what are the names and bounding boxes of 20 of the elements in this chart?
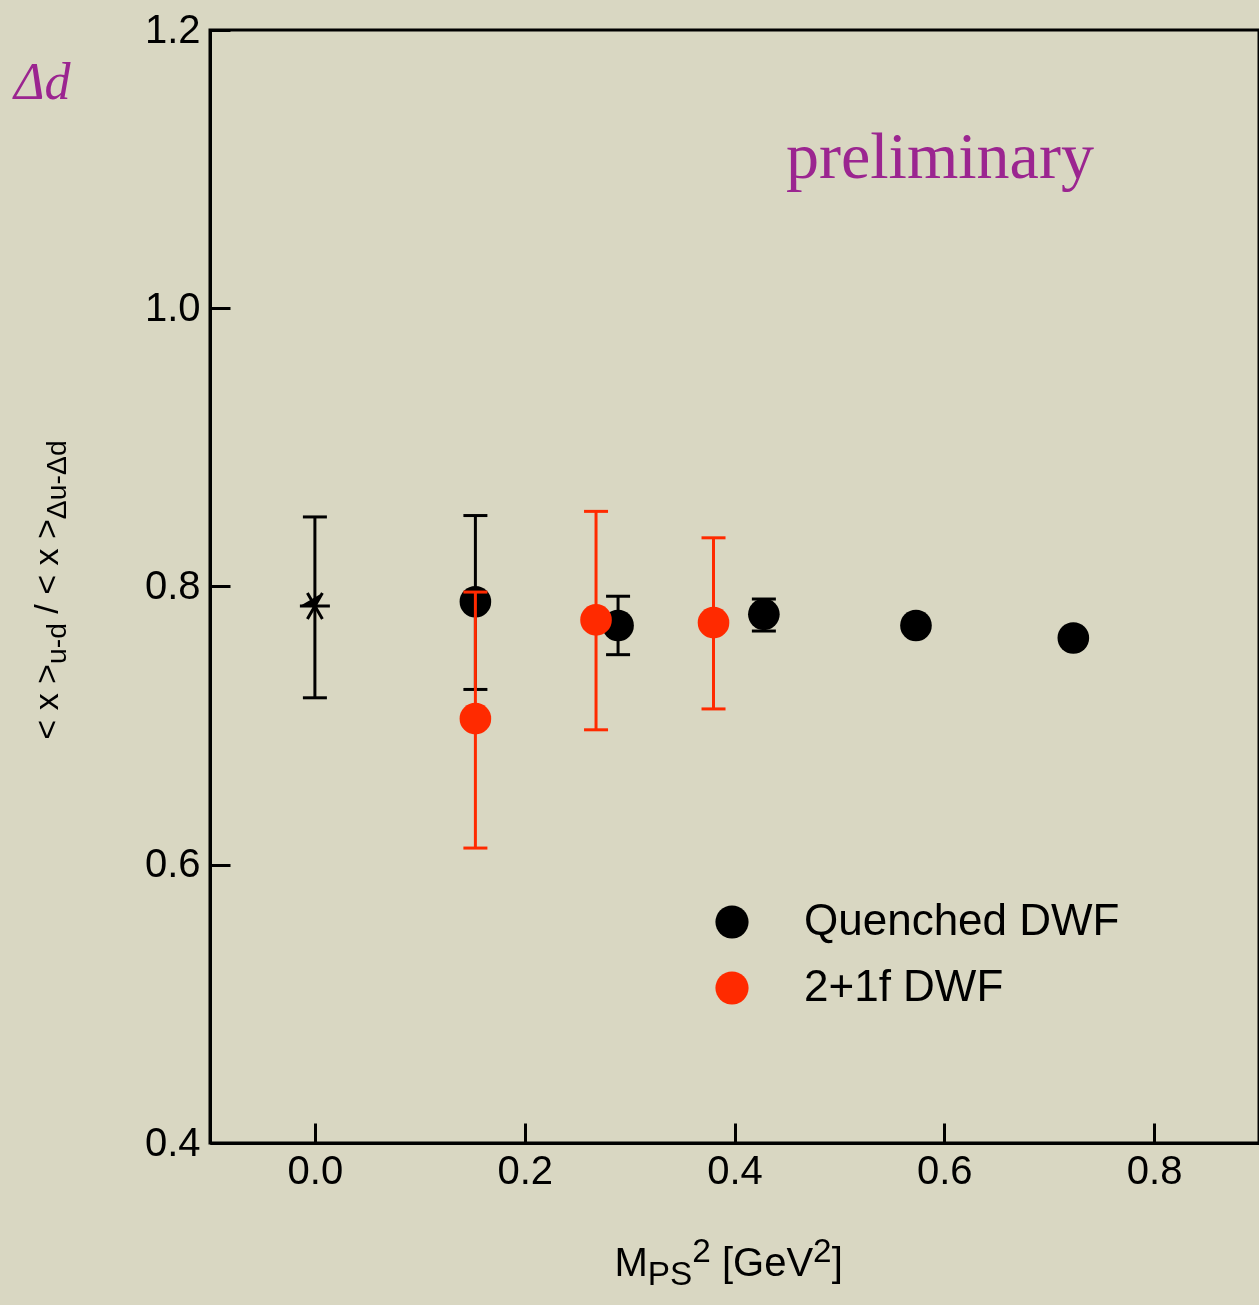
x-tick-label: 0.4 [707,1147,763,1192]
point [459,702,492,735]
legend-label: Quenched DWF [804,895,1120,944]
x-tick-label: 0.0 [287,1147,344,1192]
text: Δd [11,52,72,111]
annotation: preliminary [786,118,1094,194]
point [900,609,932,642]
y-tick-label: 0.6 [144,841,201,886]
x-tick-label: 0.2 [497,1147,553,1192]
legend-label: 2+1f DWF [804,961,1004,1010]
point [580,604,612,636]
x-tick-label: 0.8 [1126,1147,1183,1192]
y-tick-label: 0.4 [144,1119,201,1164]
point [1057,622,1090,654]
y-tick-label: 0.8 [144,563,201,607]
x-axis-title: M$_{PS}$$^{2}$ [GeV$^{2}$] [614,1232,843,1294]
x-tick-label: 0.6 [917,1147,973,1192]
y-tick-label: 1.2 [144,6,201,51]
point [697,606,730,639]
y-tick-label: 1.0 [144,284,201,329]
